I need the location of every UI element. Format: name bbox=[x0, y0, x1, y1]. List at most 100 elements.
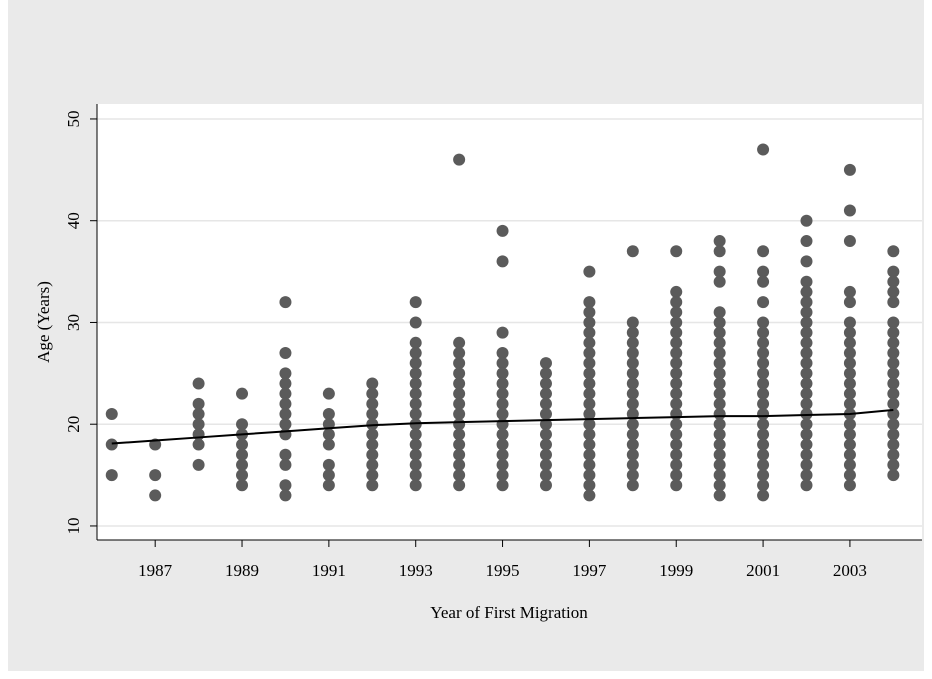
point bbox=[583, 265, 596, 278]
point bbox=[409, 316, 422, 329]
point bbox=[713, 489, 726, 502]
point bbox=[800, 296, 813, 309]
point bbox=[409, 296, 422, 309]
point bbox=[409, 448, 422, 461]
point bbox=[757, 346, 770, 359]
point bbox=[800, 235, 813, 248]
point bbox=[236, 438, 249, 451]
point bbox=[800, 418, 813, 431]
point bbox=[236, 458, 249, 471]
point bbox=[366, 428, 379, 441]
point bbox=[843, 479, 856, 492]
point bbox=[409, 418, 422, 431]
point bbox=[757, 326, 770, 339]
point bbox=[843, 336, 856, 349]
point bbox=[409, 367, 422, 380]
point bbox=[887, 336, 900, 349]
point bbox=[887, 448, 900, 461]
point bbox=[366, 448, 379, 461]
point bbox=[670, 469, 683, 482]
point bbox=[800, 479, 813, 492]
point bbox=[800, 316, 813, 329]
point bbox=[887, 346, 900, 359]
point bbox=[496, 367, 509, 380]
point bbox=[583, 418, 596, 431]
point bbox=[149, 469, 162, 482]
point bbox=[757, 275, 770, 288]
point bbox=[757, 296, 770, 309]
point bbox=[800, 387, 813, 400]
x-tick-label: 1997 bbox=[572, 561, 607, 580]
point bbox=[757, 387, 770, 400]
point bbox=[409, 357, 422, 370]
point bbox=[192, 418, 205, 431]
point bbox=[496, 326, 509, 339]
point bbox=[887, 275, 900, 288]
point bbox=[757, 458, 770, 471]
point bbox=[626, 316, 639, 329]
point bbox=[409, 458, 422, 471]
point bbox=[887, 428, 900, 441]
point bbox=[843, 458, 856, 471]
point bbox=[757, 479, 770, 492]
x-tick-label: 1991 bbox=[312, 561, 346, 580]
point bbox=[626, 245, 639, 258]
point bbox=[843, 326, 856, 339]
point bbox=[496, 224, 509, 237]
point bbox=[279, 296, 292, 309]
point bbox=[366, 479, 379, 492]
point bbox=[279, 397, 292, 410]
point bbox=[843, 285, 856, 298]
y-tick-label: 40 bbox=[64, 212, 83, 229]
point bbox=[539, 357, 552, 370]
point bbox=[757, 489, 770, 502]
point bbox=[279, 458, 292, 471]
point bbox=[800, 438, 813, 451]
point bbox=[670, 448, 683, 461]
point bbox=[453, 357, 466, 370]
point bbox=[800, 408, 813, 421]
point bbox=[887, 245, 900, 258]
point bbox=[626, 367, 639, 380]
point bbox=[670, 479, 683, 492]
point bbox=[713, 357, 726, 370]
point bbox=[887, 418, 900, 431]
point bbox=[366, 387, 379, 400]
point bbox=[583, 408, 596, 421]
x-tick-label: 2003 bbox=[833, 561, 867, 580]
point bbox=[539, 469, 552, 482]
point bbox=[626, 397, 639, 410]
x-tick-label: 1995 bbox=[486, 561, 520, 580]
point bbox=[453, 397, 466, 410]
point bbox=[670, 428, 683, 441]
point bbox=[409, 346, 422, 359]
point bbox=[800, 326, 813, 339]
point bbox=[322, 469, 335, 482]
point bbox=[670, 357, 683, 370]
x-tick-label: 2001 bbox=[746, 561, 780, 580]
point bbox=[713, 458, 726, 471]
x-tick-label: 1999 bbox=[659, 561, 693, 580]
point bbox=[713, 346, 726, 359]
point bbox=[713, 265, 726, 278]
point bbox=[236, 479, 249, 492]
point bbox=[713, 418, 726, 431]
point bbox=[670, 367, 683, 380]
point bbox=[713, 479, 726, 492]
point bbox=[670, 438, 683, 451]
point bbox=[236, 387, 249, 400]
point bbox=[539, 387, 552, 400]
point bbox=[757, 143, 770, 156]
point bbox=[583, 397, 596, 410]
point bbox=[236, 418, 249, 431]
point bbox=[105, 408, 118, 421]
point bbox=[453, 153, 466, 166]
point bbox=[670, 326, 683, 339]
point bbox=[322, 438, 335, 451]
point bbox=[583, 367, 596, 380]
point bbox=[670, 316, 683, 329]
point bbox=[800, 346, 813, 359]
point bbox=[366, 418, 379, 431]
